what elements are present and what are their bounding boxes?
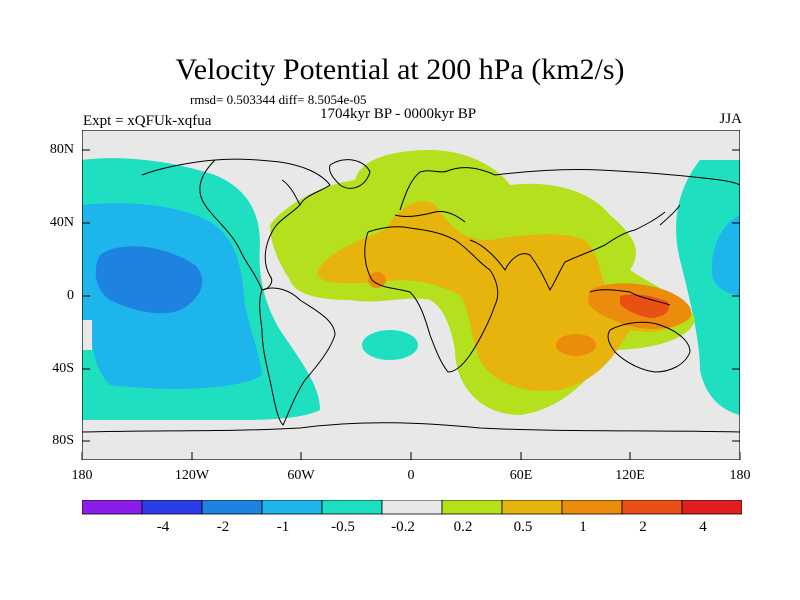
colorbar-swatch [621, 500, 683, 515]
lon-label: 180 [729, 468, 751, 483]
colorbar-swatch [82, 500, 143, 515]
plot-title: Velocity Potential at 200 hPa (km2/s) [175, 53, 625, 86]
region-east-pacific-minus05 [711, 215, 740, 295]
region-indian-plus1 [556, 334, 596, 356]
colorbar-label: 0.5 [513, 519, 533, 535]
colorbar-swatch [501, 500, 563, 515]
region-west-africa-plus1 [368, 272, 386, 288]
region-pacific-minus1 [95, 246, 203, 314]
lon-label: 120E [615, 468, 645, 483]
lat-label: 40S [52, 361, 74, 376]
colorbar-label: 0.2 [453, 519, 473, 535]
period-label: 1704kyr BP - 0000kyr BP [320, 106, 477, 122]
lat-label: 0 [67, 288, 74, 303]
colorbar [82, 500, 742, 515]
colorbar-label: 1 [579, 519, 587, 535]
colorbar-swatch [321, 500, 383, 515]
experiment-label: Expt = xQFUk-xqfua [83, 113, 212, 129]
colorbar-swatch [141, 500, 203, 515]
colorbar-label: 2 [639, 519, 647, 535]
colorbar-swatch [201, 500, 263, 515]
colorbar-swatch [561, 500, 623, 515]
coastlines [82, 158, 740, 433]
lat-label: 80N [49, 142, 74, 157]
colorbar-label: -2 [216, 519, 230, 535]
region-eurafrica-plus05 [317, 201, 690, 391]
lon-label: 120W [174, 468, 210, 483]
colorbar-label: 4 [699, 519, 707, 535]
stats-text: rmsd= 0.503344 diff= 8.5054e-05 [190, 92, 367, 107]
colorbar-label: -1 [276, 519, 290, 535]
lon-label: 0 [407, 468, 415, 483]
season-label: JJA [719, 111, 742, 127]
lon-label: 180 [71, 468, 93, 483]
colorbar-label: -4 [156, 519, 170, 535]
colorbar-swatch [441, 500, 503, 515]
lon-label: 60W [287, 468, 315, 483]
region-south-atlantic-minus02 [362, 330, 418, 360]
region-maritime-plus2 [620, 294, 670, 318]
lon-label: 60E [509, 468, 533, 483]
colorbar-swatch [381, 500, 443, 515]
lat-label: 40N [49, 215, 74, 230]
colorbar-label: -0.5 [331, 519, 355, 535]
colorbar-swatch [681, 500, 742, 515]
region-east-pacific-minus02 [676, 160, 740, 415]
colorbar-label: -0.2 [391, 519, 415, 535]
colorbar-swatch [261, 500, 323, 515]
lat-label: 80S [52, 433, 74, 448]
